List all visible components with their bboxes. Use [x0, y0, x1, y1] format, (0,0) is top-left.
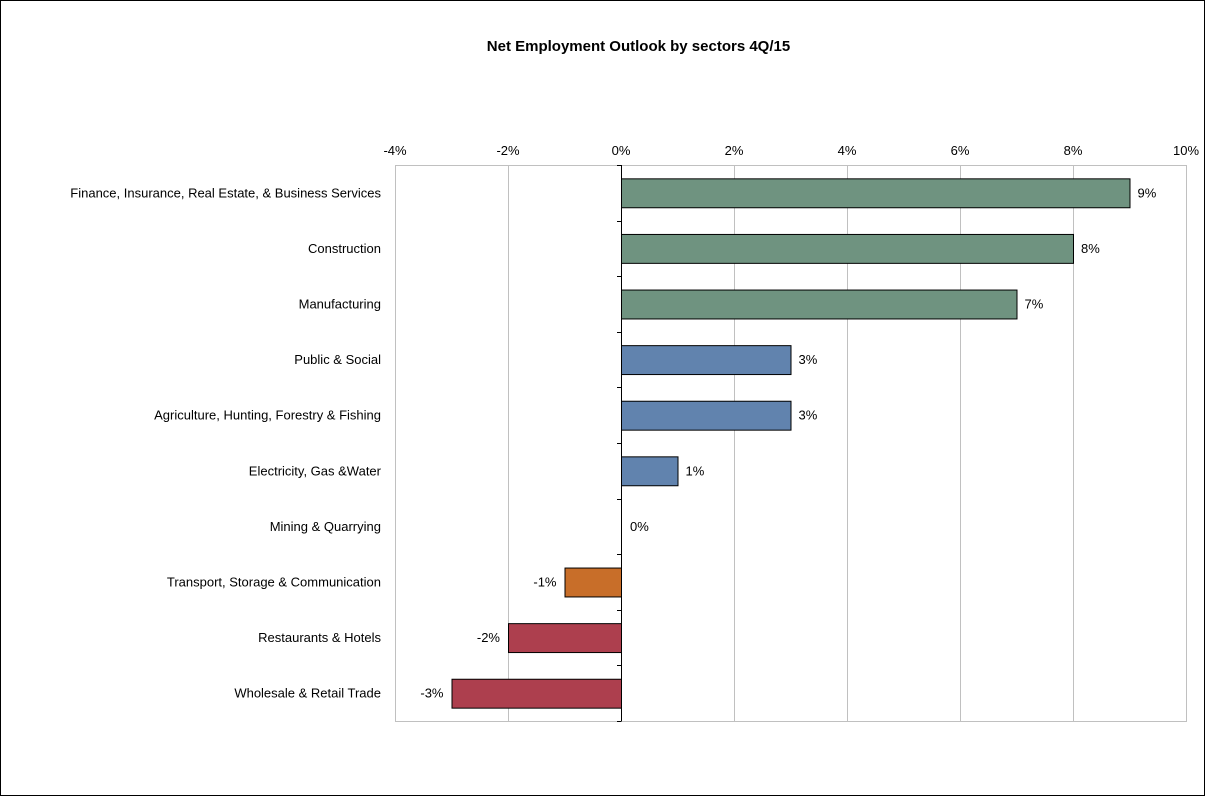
plot-area-border: [395, 165, 1187, 722]
data-label: 0%: [630, 519, 649, 534]
x-tick-label: 2%: [725, 143, 744, 158]
category-label: Public & Social: [294, 352, 381, 367]
data-label: 1%: [686, 463, 705, 478]
data-label: -1%: [533, 575, 557, 590]
x-tick-label: 10%: [1173, 143, 1199, 158]
bar: [508, 623, 622, 654]
category-label: Electricity, Gas &Water: [249, 463, 382, 478]
data-label: 3%: [799, 352, 818, 367]
category-label: Manufacturing: [299, 297, 381, 312]
category-label: Wholesale & Retail Trade: [234, 686, 381, 701]
x-tick-label: 6%: [951, 143, 970, 158]
chart-title: Net Employment Outlook by sectors 4Q/15: [486, 38, 791, 55]
bar: [621, 178, 1131, 209]
category-label: Restaurants & Hotels: [258, 630, 381, 645]
bar: [621, 289, 1018, 320]
category-label: Construction: [308, 241, 381, 256]
data-label: 9%: [1138, 185, 1157, 200]
category-label: Mining & Quarrying: [270, 519, 381, 534]
bar: [621, 400, 792, 431]
data-label: 3%: [799, 408, 818, 423]
x-tick-label: 4%: [838, 143, 857, 158]
data-label: -2%: [477, 630, 501, 645]
bar: [564, 567, 622, 598]
x-tick-label: -4%: [383, 143, 407, 158]
category-label: Agriculture, Hunting, Forestry & Fishing: [154, 408, 381, 423]
bar: [451, 678, 622, 709]
bar: [621, 233, 1074, 264]
x-tick-label: 0%: [612, 143, 631, 158]
data-label: 7%: [1025, 297, 1044, 312]
data-label: 8%: [1081, 241, 1100, 256]
bar: [621, 456, 679, 487]
data-label: -3%: [420, 686, 444, 701]
category-label: Finance, Insurance, Real Estate, & Busin…: [70, 185, 381, 200]
x-tick-label: 8%: [1064, 143, 1083, 158]
x-tick-label: -2%: [496, 143, 520, 158]
category-label: Transport, Storage & Communication: [167, 575, 381, 590]
bar: [621, 345, 792, 376]
